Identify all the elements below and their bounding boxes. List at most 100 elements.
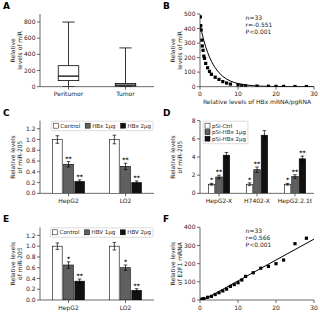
plot-marks: [53, 135, 142, 193]
y-tick-label: 800: [24, 18, 36, 25]
bar: [121, 166, 131, 193]
x-tick-label: 10: [234, 90, 242, 97]
error-bar: [301, 156, 305, 161]
error-bar-cap: [263, 139, 267, 140]
legend-label: HBV 2μg: [127, 229, 151, 236]
y-axis-label-line: of E2F1 mRNA: [176, 241, 183, 285]
y-tick: [37, 161, 40, 162]
x-tick-label: 0: [198, 304, 202, 311]
fit-line: [200, 239, 314, 300]
error-bar-cap: [225, 152, 229, 153]
significance-label: *: [286, 176, 290, 183]
y-tick: [37, 246, 40, 247]
bar: [292, 177, 298, 194]
point: [229, 82, 232, 85]
y-tick-label: 200: [24, 67, 36, 74]
error-bar-cap: [113, 242, 117, 243]
y-tick-label: 300: [184, 242, 196, 249]
error-bar-stem: [57, 136, 58, 144]
y-tick-label: 0: [192, 189, 196, 196]
y-tick: [37, 256, 40, 257]
error-bar-cap: [225, 157, 229, 158]
y-tick-label: 2: [192, 171, 196, 178]
legend: ControlHBV 1μgHBV 2μg: [51, 228, 153, 238]
error-bar-stem: [257, 167, 258, 172]
y-tick: [37, 267, 40, 268]
bar: [132, 183, 142, 194]
error-bar: [248, 183, 252, 186]
y-tick-label: 0.0: [26, 189, 36, 196]
y-tick-label: 8: [192, 117, 196, 124]
x-tick-label: 0: [198, 90, 202, 97]
error-bar: [67, 262, 71, 268]
y-tick-label: 0.4: [26, 275, 36, 282]
y-axis-label: Relative levelsof miR-205: [9, 242, 23, 286]
legend-label: Control: [60, 123, 80, 129]
y-tick: [197, 300, 200, 301]
legend-swatch: [85, 123, 90, 128]
error-bar: [78, 180, 82, 183]
y-tick-label: 0: [192, 83, 196, 90]
legend-swatch: [85, 230, 90, 235]
error-bar-cap: [56, 249, 60, 250]
x-tick-label: HepG2: [58, 197, 79, 205]
y-tick-label: 0: [192, 296, 196, 303]
star-labels: ******: [67, 255, 141, 289]
bar: [132, 290, 142, 300]
bar: [110, 140, 120, 194]
y-tick-label: 0.8: [26, 146, 36, 153]
legend-item: Control: [53, 123, 80, 129]
error-bar: [225, 152, 229, 157]
y-tick: [37, 182, 40, 183]
y-tick-label: 0.6: [26, 157, 36, 164]
point: [208, 70, 211, 73]
y-tick-label: 1.0: [26, 136, 36, 143]
legend-swatch: [53, 123, 58, 128]
error-bar: [210, 183, 214, 185]
bar: [53, 140, 63, 194]
x-tick-label: LO2: [120, 197, 132, 204]
legend-item: pSi-HBx 2μg: [205, 136, 246, 143]
significance-label: **: [77, 272, 84, 279]
point: [203, 57, 206, 60]
significance-label: *: [67, 255, 71, 262]
panel-label: B: [163, 1, 170, 11]
y-tick-label: 0.8: [26, 253, 36, 260]
error-bar-stem: [79, 279, 80, 283]
point: [200, 15, 202, 18]
y-tick-label: 1.2: [26, 125, 36, 132]
x-tick-label: 20: [272, 304, 280, 311]
legend-frame: [51, 228, 153, 238]
error-bar-stem: [57, 243, 58, 249]
bar: [53, 246, 63, 300]
significance-label: **: [122, 156, 129, 163]
y-tick: [37, 86, 40, 87]
panel: 0200400600800ARelativelevels of miRPerit…: [3, 1, 154, 97]
error-bar: [113, 242, 117, 250]
error-bar-cap: [255, 172, 259, 173]
panel-label: F: [163, 214, 169, 224]
y-tick-label: 400: [184, 223, 196, 230]
y-tick-label: 4: [192, 153, 196, 160]
y-axis-label: Relative levelsof miR-205: [9, 135, 23, 179]
bar: [299, 159, 305, 194]
x-tick-label: 30: [310, 304, 318, 311]
error-bar-stem: [136, 181, 137, 184]
point: [201, 49, 204, 52]
box: [115, 83, 136, 86]
error-bar-cap: [135, 291, 139, 292]
error-bar-stem: [114, 242, 115, 250]
y-axis-label-line: levels of miR: [16, 31, 23, 70]
y-tick-label: 200: [184, 260, 196, 267]
y-tick: [37, 38, 40, 39]
bar: [246, 184, 252, 193]
annotation: n=33r=-0.551P<0.001: [246, 14, 273, 35]
box: [58, 66, 79, 81]
error-bar-stem: [264, 131, 265, 140]
y-tick-label: 600: [24, 34, 36, 41]
bar: [75, 181, 85, 193]
y-tick: [197, 263, 200, 264]
y-axis: [40, 14, 41, 87]
panel: 0100200300400500BRelativelevels of miR01…: [163, 1, 318, 106]
error-bar-stem: [249, 183, 250, 186]
